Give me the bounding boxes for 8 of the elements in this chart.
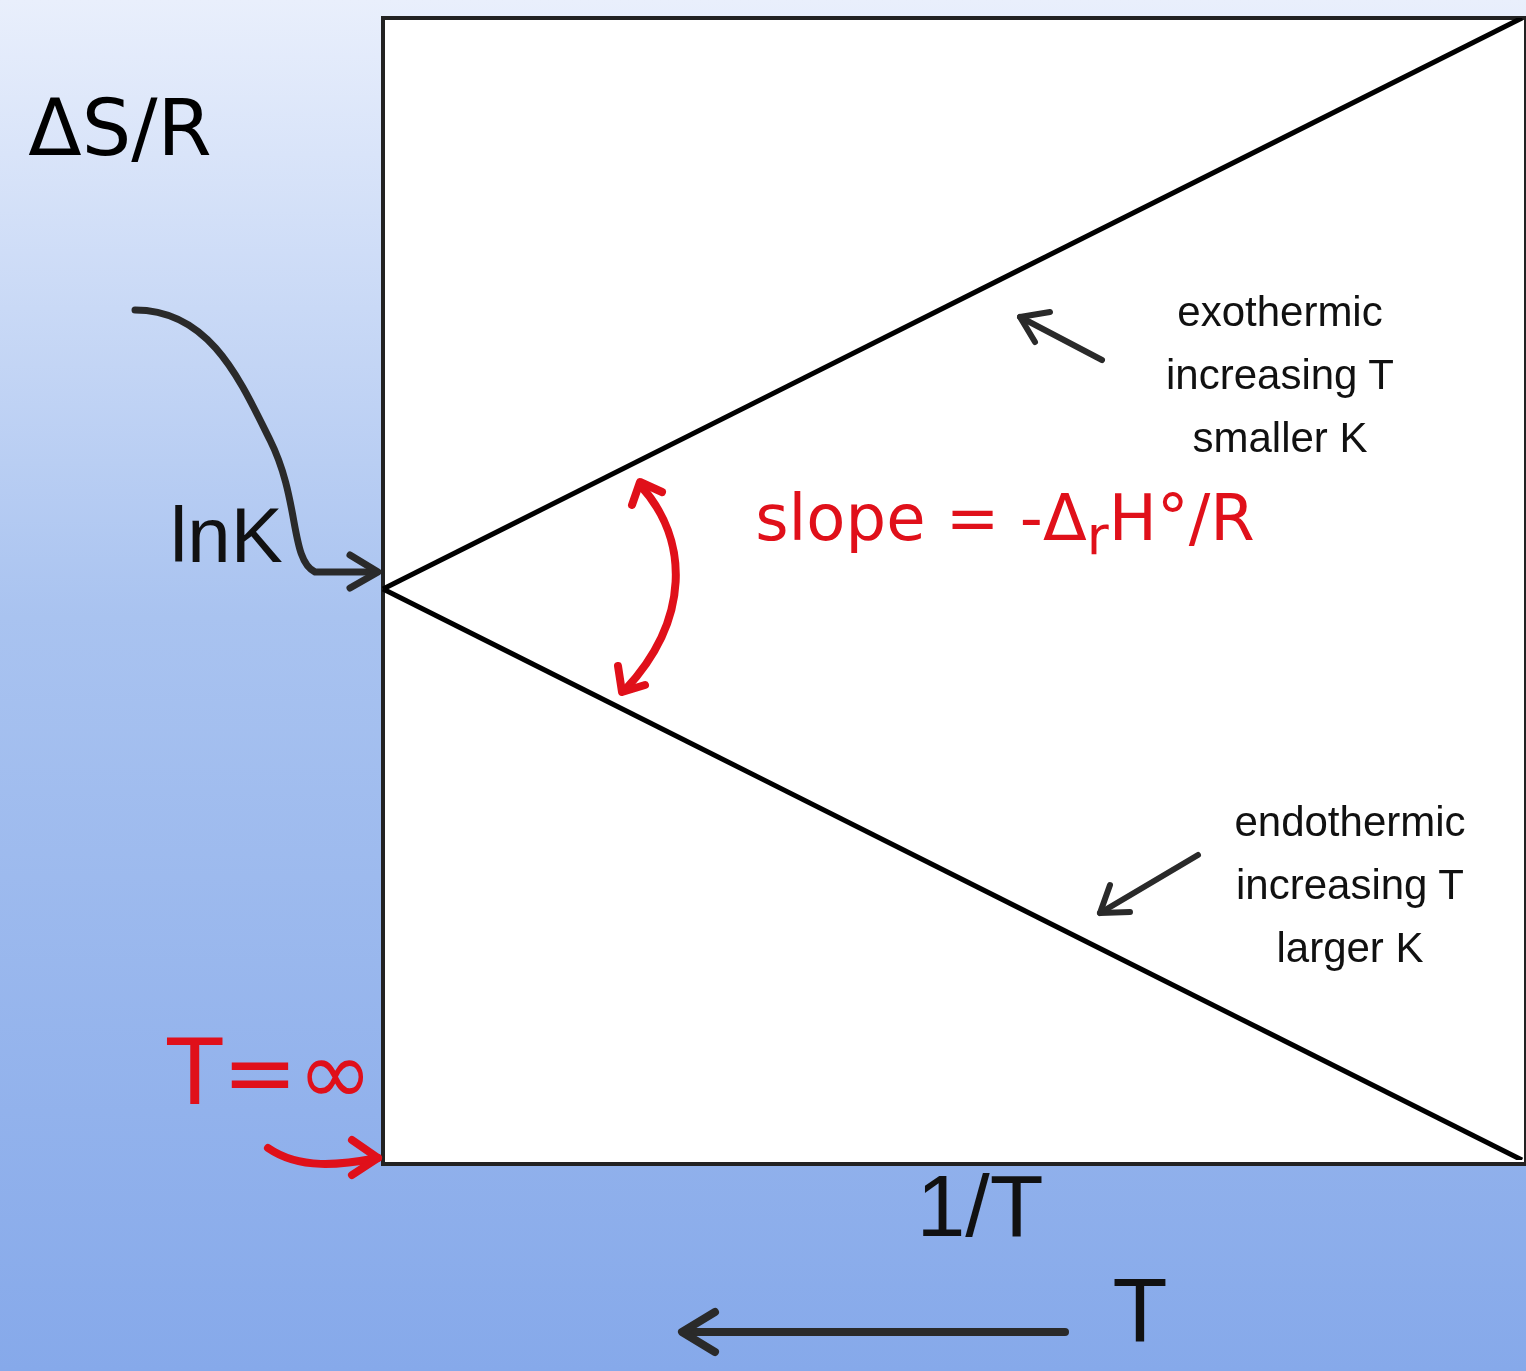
annotation: exothermic increasing T smaller K — [1165, 287, 1395, 463]
y-axis-title: lnK — [170, 490, 284, 581]
annotation: slope = -Δ$_{r}$H°/R — [754, 480, 1256, 569]
annotation: ΔS/R — [27, 82, 213, 175]
annotation: T=∞ — [166, 1019, 374, 1127]
text: T — [1111, 1261, 1169, 1361]
x-axis-title: 1/T — [915, 1156, 1045, 1255]
annotation: endothermic increasing T larger K — [1233, 797, 1467, 973]
